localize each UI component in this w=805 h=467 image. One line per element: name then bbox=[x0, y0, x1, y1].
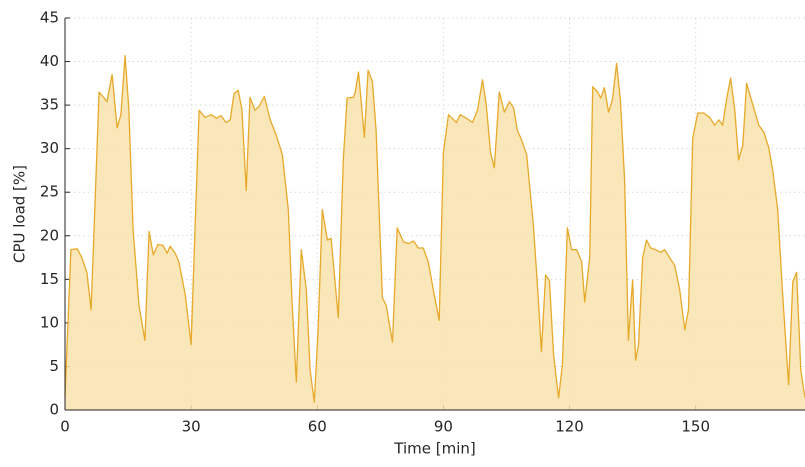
y-tick-label: 30 bbox=[40, 139, 59, 157]
x-tick-label: 90 bbox=[434, 418, 453, 436]
x-tick-label: 150 bbox=[681, 418, 710, 436]
x-tick-label: 60 bbox=[308, 418, 327, 436]
y-tick-label: 25 bbox=[40, 183, 59, 201]
y-tick-label: 45 bbox=[40, 9, 59, 27]
area-fill bbox=[65, 55, 805, 410]
x-tick-label: 30 bbox=[182, 418, 201, 436]
x-tick-label: 0 bbox=[60, 418, 70, 436]
y-tick-label: 5 bbox=[49, 357, 59, 375]
y-tick-label: 15 bbox=[40, 270, 59, 288]
x-tick-label: 120 bbox=[555, 418, 584, 436]
x-axis-label: Time [min] bbox=[393, 440, 475, 458]
y-axis-label: CPU load [%] bbox=[11, 165, 29, 263]
y-tick-label: 0 bbox=[49, 401, 59, 419]
area-line bbox=[64, 54, 805, 403]
y-tick-label: 20 bbox=[40, 226, 59, 244]
y-tick-label: 10 bbox=[40, 313, 59, 331]
y-tick-label: 35 bbox=[40, 96, 59, 114]
y-tick-label: 40 bbox=[40, 52, 59, 70]
